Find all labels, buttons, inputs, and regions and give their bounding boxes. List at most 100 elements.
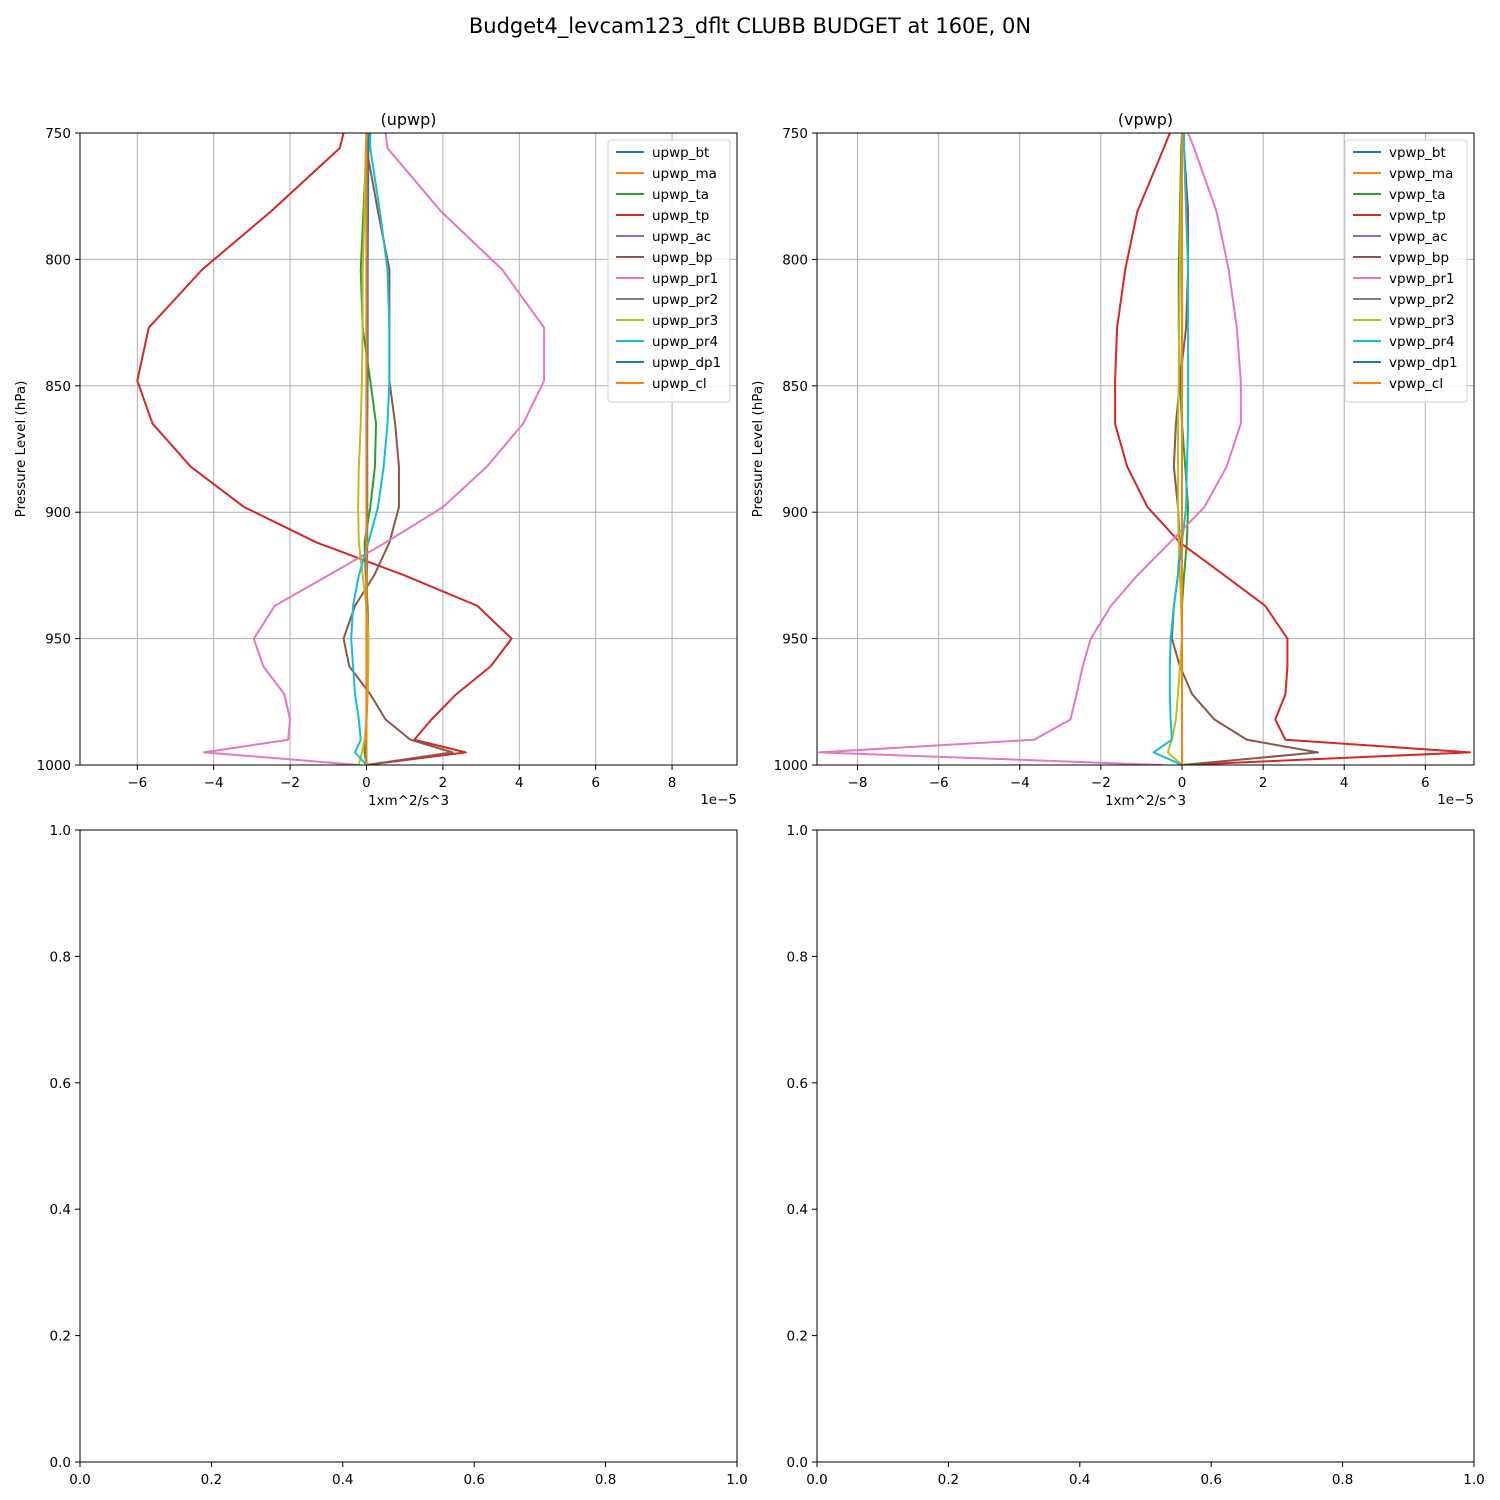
- y-tick-label: 1.0: [50, 823, 71, 839]
- legend-label: upwp_pr1: [652, 271, 718, 287]
- legend-label: upwp_bp: [652, 250, 713, 266]
- y-tick-label: 0.4: [787, 1202, 808, 1218]
- y-tick-label: 1000: [37, 758, 71, 774]
- x-tick-label: 0.4: [332, 1472, 353, 1488]
- panel-4: 0.0 0.2 0.4 0.6 0.8 1.0 0.0 0.2 0.4 0.6 0.8 1.0: [787, 823, 1485, 1488]
- figure-title: Budget4_levcam123_dflt CLUBB BUDGET at 1…: [468, 14, 1032, 38]
- legend-label: vpwp_pr1: [1389, 271, 1455, 287]
- series-line-upwp_tp: [136, 133, 513, 765]
- x-tick-label: −4: [204, 775, 224, 791]
- panel-title: (upwp): [380, 110, 436, 129]
- x-tick-label: 4: [1340, 775, 1349, 791]
- legend-label: vpwp_bt: [1389, 145, 1446, 161]
- x-tick-label: 0.8: [595, 1472, 616, 1488]
- y-axis-label: Pressure Level (hPa): [13, 381, 29, 518]
- series-line-upwp_pr1: [203, 133, 546, 765]
- y-tick-label: 850: [782, 379, 808, 395]
- y-tick-label: 0.4: [50, 1202, 71, 1218]
- x-tick-label: −8: [848, 775, 868, 791]
- x-tick-label: −4: [1010, 775, 1030, 791]
- panel-2: −8 −6 −4 −2 0 2 4 6 750 800 850 900 950 1000 (vpwp) 1xm…: [750, 110, 1475, 809]
- legend-box: [607, 139, 731, 403]
- x-tick-label: 2: [439, 775, 448, 791]
- x-tick-label: −2: [280, 775, 300, 791]
- legend-label: upwp_tp: [652, 208, 709, 224]
- y-tick-label: 950: [45, 632, 71, 648]
- series-line-vpwp_pr1: [818, 133, 1242, 765]
- x-tick-label: 0.6: [463, 1472, 484, 1488]
- series-line-vpwp_pr3: [1166, 133, 1183, 765]
- x-tick-label: 1.0: [726, 1472, 747, 1488]
- y-tick-label: 0.2: [787, 1329, 808, 1345]
- legend: vpwp_bt vpwp_ma vpwp_ta vpwp_tp vpwp_ac vpwp_…: [1344, 139, 1468, 403]
- x-tick-label: 0.0: [806, 1472, 827, 1488]
- x-offset-text: 1e−5: [700, 792, 737, 808]
- legend-label: upwp_dp1: [652, 355, 721, 371]
- y-tick-label: 800: [782, 252, 808, 268]
- series-line-vpwp_bp: [1170, 133, 1319, 765]
- axes-frame: [816, 132, 1475, 766]
- y-tick-label: 750: [45, 126, 71, 142]
- legend-label: vpwp_cl: [1389, 376, 1443, 392]
- y-tick-label: 900: [45, 505, 71, 521]
- x-tick-label: 0: [362, 775, 371, 791]
- x-tick-label: −6: [127, 775, 147, 791]
- y-tick-label: 1.0: [787, 823, 808, 839]
- y-tick-label: 950: [782, 632, 808, 648]
- series-group: [136, 133, 546, 765]
- x-tick-label: 6: [1421, 775, 1430, 791]
- y-tick-label: 0.2: [50, 1329, 71, 1345]
- x-offset-text: 1e−5: [1437, 792, 1474, 808]
- y-tick-label: 0.0: [50, 1455, 71, 1471]
- y-tick-label: 0.6: [787, 1076, 808, 1092]
- x-axis-label: 1xm^2/s^3: [368, 793, 449, 809]
- x-tick-label: 1.0: [1463, 1472, 1484, 1488]
- legend-label: upwp_ac: [652, 229, 711, 245]
- legend-label: vpwp_pr4: [1389, 334, 1455, 350]
- legend-label: upwp_bt: [652, 145, 709, 161]
- y-tick-label: 1000: [774, 758, 808, 774]
- series-line-upwp_pr4: [350, 133, 391, 765]
- series-group: [818, 133, 1471, 765]
- x-tick-label: −6: [929, 775, 949, 791]
- legend-label: vpwp_tp: [1389, 208, 1446, 224]
- y-tick-label: 0.6: [50, 1076, 71, 1092]
- legend-label: upwp_pr2: [652, 292, 718, 308]
- y-tick-label: 0.8: [50, 949, 71, 965]
- x-tick-label: 0.2: [938, 1472, 959, 1488]
- y-axis-label: Pressure Level (hPa): [750, 381, 766, 518]
- legend-label: vpwp_bp: [1389, 250, 1449, 266]
- x-tick-label: 0.4: [1069, 1472, 1090, 1488]
- x-tick-label: 6: [591, 775, 600, 791]
- legend-label: upwp_ta: [652, 187, 709, 203]
- x-tick-label: 0.2: [201, 1472, 222, 1488]
- y-tick-label: 800: [45, 252, 71, 268]
- x-axis-label: 1xm^2/s^3: [1105, 793, 1186, 809]
- axes-frame: [79, 829, 738, 1463]
- y-tick-label: 0.0: [787, 1455, 808, 1471]
- legend-label: upwp_ma: [652, 166, 717, 182]
- x-tick-label: 4: [515, 775, 524, 791]
- panel-title: (vpwp): [1118, 110, 1173, 129]
- legend-label: upwp_cl: [652, 376, 707, 392]
- legend-box: [1344, 139, 1468, 403]
- x-tick-label: 0.0: [69, 1472, 90, 1488]
- x-tick-label: 0.6: [1200, 1472, 1221, 1488]
- x-tick-label: 8: [668, 775, 677, 791]
- legend: upwp_bt upwp_ma upwp_ta upwp_tp upwp_ac upwp_…: [607, 139, 731, 403]
- panel-1: −6 −4 −2 0 2 4 6 8 750 800 850 900 950 1000 (upwp) 1xm^…: [13, 110, 738, 809]
- x-tick-label: 0.8: [1332, 1472, 1353, 1488]
- axes-frame: [816, 829, 1475, 1463]
- legend-label: vpwp_ma: [1389, 166, 1453, 182]
- axes-frame: [79, 132, 738, 766]
- legend-label: vpwp_ac: [1389, 229, 1448, 245]
- x-tick-label: 2: [1259, 775, 1268, 791]
- x-tick-label: −2: [1091, 775, 1111, 791]
- y-tick-label: 900: [782, 505, 808, 521]
- legend-label: vpwp_ta: [1389, 187, 1446, 203]
- series-line-upwp_bp: [342, 133, 454, 765]
- legend-label: vpwp_dp1: [1389, 355, 1458, 371]
- panel-3: 0.0 0.2 0.4 0.6 0.8 1.0 0.0 0.2 0.4 0.6 0.8 1.0: [50, 823, 748, 1488]
